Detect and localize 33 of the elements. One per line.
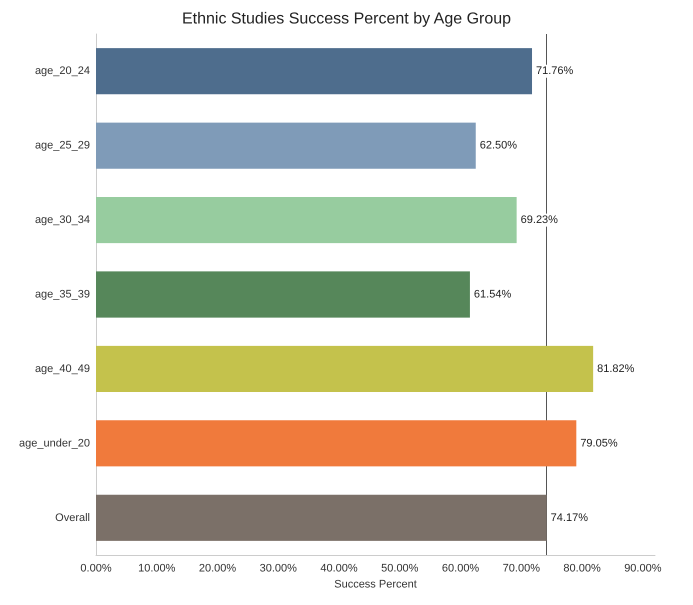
- y-tick-label: Overall: [55, 512, 90, 524]
- bar: [96, 420, 576, 466]
- data-label: 81.82%: [597, 362, 635, 375]
- bar: [96, 48, 532, 94]
- bar: [96, 494, 547, 541]
- x-tick-label: 80.00%: [563, 562, 601, 574]
- x-tick-label: 10.00%: [138, 562, 176, 574]
- data-label: 79.05%: [580, 437, 618, 450]
- x-tick-label: 50.00%: [381, 562, 419, 574]
- data-label: 62.50%: [480, 140, 518, 152]
- data-label: 71.76%: [536, 65, 574, 78]
- bar: [96, 271, 470, 318]
- x-tick-label: 40.00%: [320, 562, 358, 574]
- bar: [96, 197, 517, 244]
- x-tick-label: 0.00%: [80, 562, 112, 574]
- data-label: 74.17%: [550, 512, 588, 524]
- chart-title: Ethnic Studies Success Percent by Age Group: [182, 10, 512, 28]
- y-tick-label: age_20_24: [34, 65, 90, 78]
- x-tick-label: 60.00%: [442, 562, 480, 574]
- data-label: 69.23%: [520, 214, 558, 226]
- x-tick-label: 30.00%: [260, 562, 298, 574]
- y-tick-label: age_30_34: [34, 214, 90, 226]
- x-axis-title: Success Percent: [334, 578, 417, 590]
- y-tick-label: age_35_39: [34, 288, 90, 300]
- x-tick-label: 90.00%: [624, 562, 662, 574]
- data-label: 61.54%: [474, 288, 512, 300]
- bar: [96, 346, 594, 392]
- x-tick-label: 20.00%: [198, 562, 236, 574]
- y-tick-label: age_under_20: [19, 437, 90, 450]
- y-tick-label: age_25_29: [34, 140, 90, 152]
- x-tick-label: 70.00%: [502, 562, 540, 574]
- bar: [96, 122, 476, 169]
- y-tick-label: age_40_49: [34, 362, 90, 375]
